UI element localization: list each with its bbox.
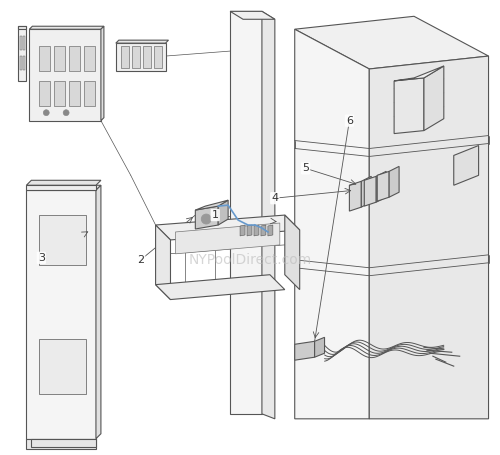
Polygon shape (101, 26, 104, 121)
Polygon shape (142, 46, 150, 68)
Polygon shape (18, 26, 26, 29)
Text: 1: 1 (212, 210, 218, 220)
Polygon shape (18, 26, 26, 81)
Polygon shape (40, 46, 50, 71)
Polygon shape (32, 439, 96, 447)
Circle shape (202, 214, 211, 224)
Polygon shape (30, 26, 104, 29)
Text: 2: 2 (137, 255, 144, 265)
Polygon shape (377, 172, 389, 201)
Polygon shape (294, 29, 370, 419)
Polygon shape (26, 185, 101, 190)
Polygon shape (84, 46, 95, 71)
Polygon shape (350, 181, 362, 211)
Polygon shape (362, 177, 372, 207)
Polygon shape (240, 225, 245, 236)
Text: NYPoolDirect.com: NYPoolDirect.com (188, 253, 312, 267)
Circle shape (63, 110, 69, 116)
Text: 6: 6 (346, 116, 353, 126)
Text: 3: 3 (38, 253, 45, 263)
Polygon shape (20, 56, 22, 70)
Polygon shape (30, 29, 101, 121)
Polygon shape (394, 78, 424, 134)
Polygon shape (394, 66, 444, 81)
Polygon shape (376, 172, 386, 202)
Polygon shape (24, 56, 26, 70)
Polygon shape (24, 36, 26, 50)
Polygon shape (156, 225, 170, 299)
Polygon shape (196, 200, 228, 210)
Polygon shape (230, 11, 275, 19)
Polygon shape (218, 200, 228, 225)
Polygon shape (54, 46, 65, 71)
Polygon shape (69, 46, 80, 71)
Polygon shape (20, 36, 22, 50)
Polygon shape (40, 215, 86, 265)
Polygon shape (154, 46, 162, 68)
Text: 4: 4 (272, 193, 278, 203)
Polygon shape (156, 215, 300, 240)
Polygon shape (26, 180, 101, 185)
Text: 5: 5 (302, 163, 309, 173)
Polygon shape (285, 215, 300, 290)
Polygon shape (69, 81, 80, 106)
Polygon shape (254, 225, 259, 236)
Polygon shape (176, 223, 280, 254)
Polygon shape (40, 81, 50, 106)
Polygon shape (389, 167, 399, 197)
Polygon shape (196, 206, 218, 229)
Polygon shape (156, 275, 285, 299)
Polygon shape (268, 225, 273, 236)
Circle shape (44, 110, 49, 116)
Polygon shape (96, 185, 101, 439)
Polygon shape (132, 46, 140, 68)
Polygon shape (121, 46, 128, 68)
Polygon shape (116, 40, 168, 43)
Polygon shape (54, 81, 65, 106)
Polygon shape (454, 146, 478, 185)
Polygon shape (314, 337, 324, 357)
Polygon shape (364, 177, 376, 206)
Polygon shape (294, 341, 314, 360)
Polygon shape (370, 56, 488, 419)
Polygon shape (230, 11, 262, 414)
Polygon shape (294, 16, 488, 69)
Polygon shape (261, 225, 266, 236)
Polygon shape (84, 81, 95, 106)
Polygon shape (26, 185, 96, 190)
Polygon shape (262, 11, 275, 419)
Polygon shape (40, 339, 86, 394)
Polygon shape (116, 43, 166, 71)
Polygon shape (26, 190, 96, 439)
Polygon shape (424, 66, 444, 131)
Polygon shape (247, 225, 252, 236)
Polygon shape (26, 439, 96, 449)
